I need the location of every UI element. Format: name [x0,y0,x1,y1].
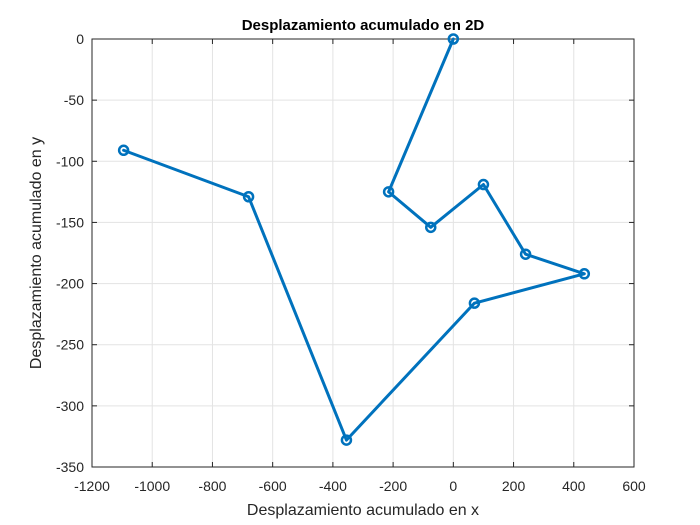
y-tick-label: -150 [56,214,84,230]
y-tick-label: -100 [56,153,84,169]
x-tick-label: -600 [259,478,287,494]
x-tick-label: 600 [622,478,646,494]
data-point [477,178,490,191]
y-axis-label: Desplazamiento acumulado en y [28,137,45,369]
data-point [519,248,532,260]
x-tick-label: -1000 [134,478,170,494]
data-point [340,434,353,446]
chart-title: Desplazamiento acumulado en 2D [242,17,485,34]
y-tick-label: -50 [64,92,84,108]
y-tick-labels: 0 -50 -100 -150 -200 -250 -300 -350 [56,31,84,475]
x-ticks [91,39,635,467]
data-point [117,144,130,157]
series-line [122,37,586,442]
data-point [468,297,481,309]
data-point [447,33,460,45]
y-ticks [92,38,634,468]
x-tick-label: 400 [562,478,586,494]
data-point [382,186,395,198]
x-tick-label: -400 [319,478,347,494]
y-tick-label: -200 [56,276,84,292]
plot-area [91,33,635,468]
x-tick-label: -200 [379,478,407,494]
series-layer [117,33,591,446]
data-point [578,268,591,280]
x-tick-labels: -1200 -1000 -800 -600 -400 -200 0 200 400 600 [74,478,646,494]
x-tick-label: -800 [198,478,226,494]
y-tick-label: 0 [76,31,84,47]
y-tick-label: -350 [56,459,84,475]
y-tick-label: -250 [56,337,84,353]
axes-background [92,39,634,467]
axes-box [91,38,635,468]
x-tick-label: -1200 [74,478,110,494]
data-point [425,221,437,234]
x-tick-label: 0 [449,478,457,494]
x-axis-label: Desplazamiento acumulado en x [247,502,479,519]
x-tick-label: 200 [502,478,526,494]
y-tick-label: -300 [56,398,84,414]
data-point [242,190,255,203]
